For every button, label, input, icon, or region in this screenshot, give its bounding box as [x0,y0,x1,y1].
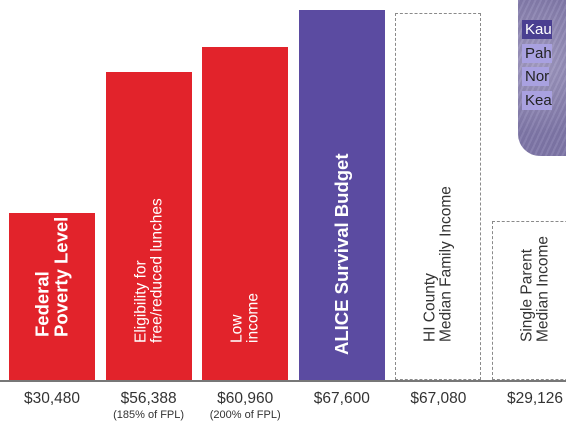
map-region-item[interactable]: Pah [522,43,552,63]
map-region-item[interactable]: Kea [522,90,552,110]
map-region-item[interactable]: Nor [522,67,550,86]
bar-label: Low income [228,293,262,343]
value-label: $56,388 [120,390,177,407]
bar: Federal Poverty Level [9,213,95,380]
value-label: $60,960 [217,390,274,407]
bar-label: ALICE Survival Budget [330,154,352,356]
bar: ALICE Survival Budget [298,10,385,380]
map-region-item[interactable]: Kau [522,20,552,39]
map-inset: Kau Pah Nor Kea [518,0,566,156]
value-label: $30,480 [23,390,81,407]
bar: HI County Median Family Income [395,13,482,380]
x-axis-baseline [0,380,566,382]
bar-label: Federal Poverty Level [31,216,72,337]
bar-label: HI County Median Family Income [421,186,455,342]
value-note: (185% of FPL) [113,409,185,421]
bar: Single Parent Median Income [492,220,566,380]
value-label: $29,126 [506,390,564,407]
value-note: (200% of FPL) [209,409,281,421]
bar-label: Eligibility for free/reduced lunches [132,198,165,343]
bar: Eligibility for free/reduced lunches [105,71,192,380]
bar: Low income [202,46,289,380]
bar-label: Single Parent Median Income [518,236,552,342]
value-label: $67,080 [410,390,467,407]
value-label: $67,600 [313,390,370,407]
